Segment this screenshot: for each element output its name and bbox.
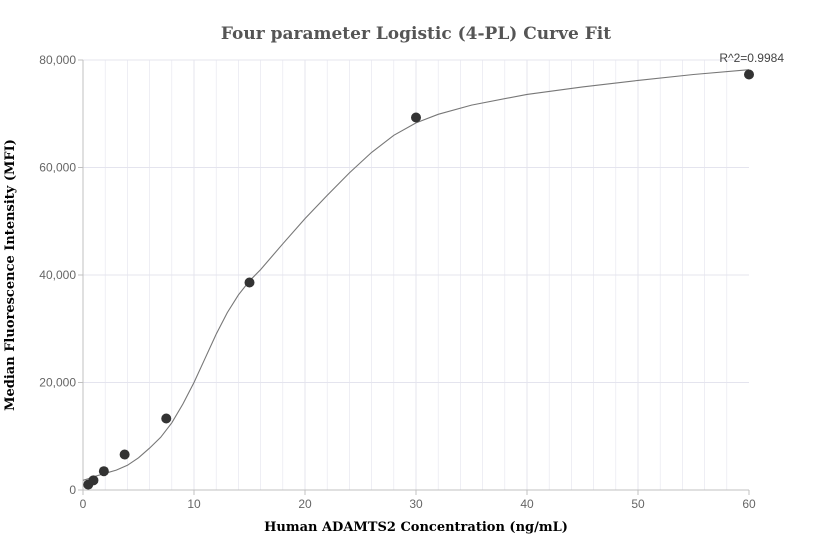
x-tick-label: 20 — [298, 497, 312, 511]
r-squared-annotation: R^2=0.9984 — [719, 51, 784, 65]
x-axis-title: Human ADAMTS2 Concentration (ng/mL) — [264, 520, 568, 535]
chart-title: Four parameter Logistic (4-PL) Curve Fit — [221, 24, 611, 44]
y-tick-label: 40,000 — [39, 268, 76, 282]
data-point — [98, 466, 109, 477]
y-tick-label: 60,000 — [39, 161, 76, 175]
data-point — [161, 413, 172, 424]
y-tick-label: 20,000 — [39, 376, 76, 390]
data-point — [244, 277, 255, 288]
data-point — [88, 475, 99, 486]
x-tick-label: 30 — [409, 497, 423, 511]
axes — [78, 59, 750, 495]
data-point — [744, 69, 754, 80]
fit-curve-line — [82, 69, 750, 481]
data-points — [83, 69, 754, 490]
data-point — [411, 112, 421, 123]
data-point — [119, 449, 130, 460]
x-tick-label: 50 — [631, 497, 645, 511]
grid — [83, 59, 749, 490]
y-tick-label: 0 — [69, 483, 76, 497]
tick-labels: 0 10 20 30 40 50 60 0 20,000 40,000 60,000 80,000 — [39, 53, 756, 511]
x-tick-label: 10 — [187, 497, 201, 511]
y-axis-title: Median Fluorescence Intensity (MFI) — [3, 139, 18, 411]
x-tick-label: 40 — [520, 497, 534, 511]
y-tick-label: 80,000 — [39, 53, 76, 67]
x-tick-label: 60 — [742, 497, 756, 511]
x-tick-label: 0 — [80, 497, 87, 511]
